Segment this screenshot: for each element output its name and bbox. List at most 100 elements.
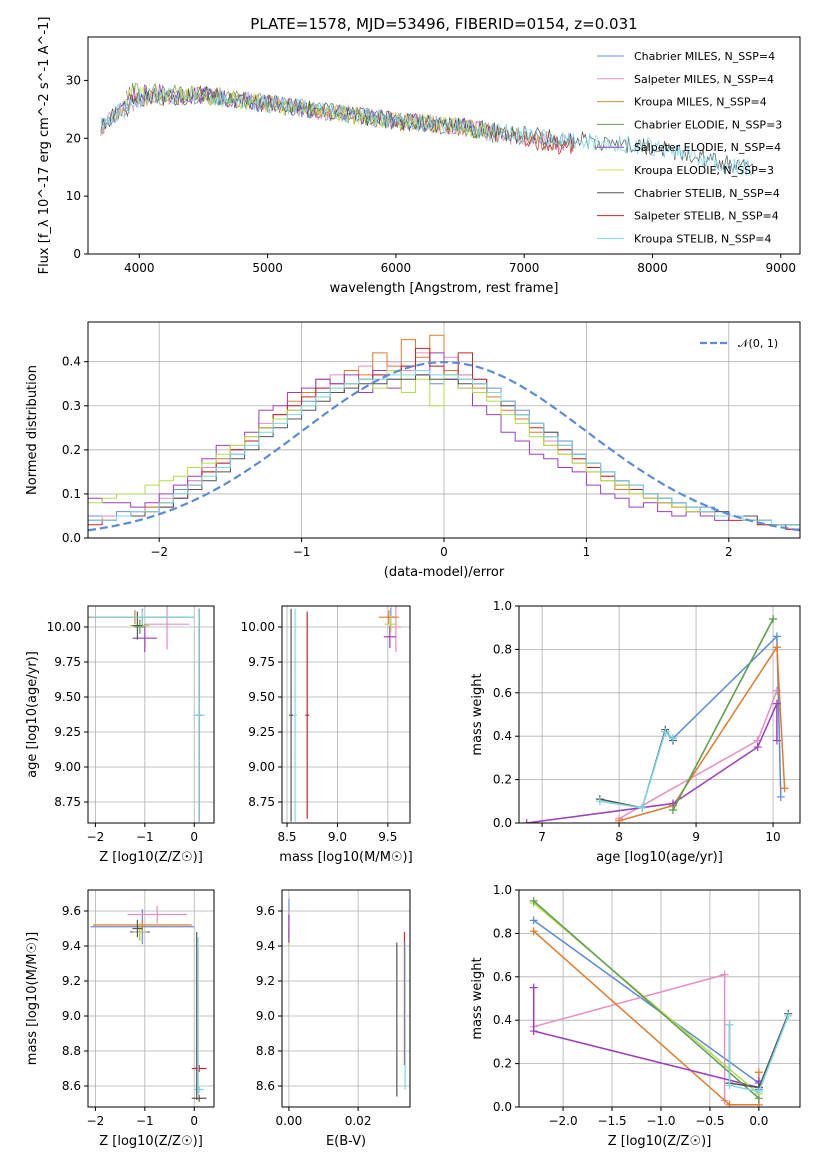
- legend-entry: Salpeter ELODIE, N_SSP=4: [634, 141, 781, 154]
- legend-entry: Salpeter STELIB, N_SSP=4: [634, 210, 779, 223]
- y-tick-label: 1.0: [493, 599, 512, 613]
- x-tick-label: 0.00: [276, 1114, 303, 1128]
- x-tick-label: −2: [87, 1114, 105, 1128]
- x-tick-label: 7: [538, 830, 546, 844]
- chart-title: PLATE=1578, MJD=53496, FIBERID=0154, z=0…: [250, 15, 637, 33]
- spectrum-line: [100, 84, 754, 174]
- plus-marker: [661, 727, 670, 736]
- plus-marker: [529, 1027, 538, 1036]
- weight-line: [599, 730, 674, 809]
- plus-marker: [772, 632, 781, 641]
- data-point: [191, 1065, 207, 1072]
- x-tick-label: 0: [190, 1114, 198, 1128]
- y-tick-label: 9.6: [256, 904, 275, 918]
- data-point: [132, 624, 158, 653]
- plot-area: [88, 606, 206, 822]
- spectrum-line: [126, 85, 498, 141]
- y-axis-label: age [log10(age/yr)]: [25, 651, 40, 778]
- y-tick-label: 0.4: [62, 355, 81, 369]
- x-tick-label: 7000: [509, 261, 540, 275]
- panel-residuals: −2 −1 0 1 2 0.0 0.1 0.2 0.3 0.4 (data-model)/error…: [25, 321, 801, 580]
- legend-entry: Chabrier MILES, N_SSP=4: [634, 50, 775, 63]
- x-tick-label: 10: [765, 830, 780, 844]
- legend-entry: Chabrier ELODIE, N_SSP=3: [634, 118, 782, 131]
- y-tick-label: 0.4: [493, 1013, 512, 1027]
- plus-marker: [615, 816, 624, 823]
- x-tick-label: 9: [692, 830, 700, 844]
- x-tick-label: 0: [190, 830, 198, 844]
- axes-frame: [518, 889, 801, 1108]
- y-tick-label: 9.50: [248, 690, 275, 704]
- x-tick-label: −2: [87, 830, 105, 844]
- x-tick-label: 9.5: [378, 830, 397, 844]
- panel-mass-vs-Z: −2 −1 0 8.6 8.8 9.0 9.2 9.4 9.6 Z [log10(Z/Z☉)] ma…: [25, 889, 215, 1149]
- plus-marker: [776, 792, 785, 801]
- data-point: [383, 625, 396, 648]
- axes-frame: [281, 605, 411, 824]
- y-tick-label: 9.6: [62, 904, 81, 918]
- plus-marker: [522, 819, 531, 823]
- y-tick-label: 9.2: [256, 974, 275, 988]
- plot-area: [88, 334, 800, 532]
- x-axis-label: Z [log10(Z/Z☉)]: [99, 1134, 203, 1149]
- y-tick-label: 0.0: [493, 1100, 512, 1114]
- plus-marker: [753, 743, 762, 752]
- spectrum-line: [100, 86, 754, 177]
- data-point: [132, 919, 143, 938]
- weight-line: [533, 902, 760, 1095]
- y-tick-label: 8.8: [62, 1044, 81, 1058]
- y-tick-label: 0.2: [493, 1057, 512, 1071]
- data-point: [134, 620, 145, 634]
- y-tick-label: 0.8: [493, 642, 512, 656]
- plot-area: [90, 905, 207, 1102]
- legend-entry: Kroupa ELODIE, N_SSP=3: [634, 164, 774, 177]
- x-tick-label: −0.5: [695, 1114, 724, 1128]
- data-point: [305, 611, 310, 819]
- y-tick-label: 30: [66, 73, 81, 87]
- x-tick-label: 9000: [765, 261, 796, 275]
- plus-marker: [784, 1011, 793, 1020]
- legend-entry: Kroupa MILES, N_SSP=4: [634, 96, 767, 109]
- y-tick-label: 0.3: [62, 399, 81, 413]
- y-tick-label: 8.6: [62, 1079, 81, 1093]
- x-tick-label: −1: [136, 830, 154, 844]
- plus-marker: [529, 927, 538, 936]
- plus-marker: [720, 970, 729, 979]
- y-tick-label: 9.0: [256, 1009, 275, 1023]
- plot-area: [289, 606, 401, 822]
- weight-line: [664, 634, 782, 798]
- y-tick-label: 0.0: [62, 531, 81, 545]
- data-point: [90, 610, 195, 625]
- plot-area: [522, 615, 789, 823]
- data-point: [193, 608, 206, 822]
- x-tick-label: 9.0: [328, 830, 347, 844]
- weight-line: [526, 703, 778, 823]
- x-tick-label: 0: [440, 545, 448, 559]
- histogram-step: [88, 370, 800, 526]
- y-tick-label: 9.0: [62, 1009, 81, 1023]
- y-tick-label: 20: [66, 131, 81, 145]
- x-axis-label: E(B-V): [326, 1134, 366, 1149]
- x-tick-label: 8000: [637, 261, 668, 275]
- weight-line: [672, 618, 774, 811]
- x-tick-label: −1.0: [646, 1114, 675, 1128]
- legend-entry: 𝒩(0, 1): [738, 337, 778, 350]
- x-tick-label: 1: [583, 545, 591, 559]
- x-tick-label: 4000: [124, 261, 155, 275]
- panel-age-vs-Z: −2 −1 0 8.75 9.00 9.25 9.50 9.75 10.00 Z [log10(Z…: [25, 605, 215, 865]
- plus-marker: [529, 896, 538, 905]
- y-tick-label: 0.2: [493, 773, 512, 787]
- x-tick-label: 0.02: [345, 1114, 372, 1128]
- y-tick-label: 9.2: [62, 974, 81, 988]
- y-tick-label: 9.25: [248, 725, 275, 739]
- legend-entry: Chabrier STELIB, N_SSP=4: [634, 187, 780, 200]
- y-axis-label: Flux [f_λ 10^-17 erg cm^-2 s^-1 A^-1]: [37, 17, 52, 275]
- plus-marker: [725, 1020, 734, 1029]
- legend-entry: Salpeter MILES, N_SSP=4: [634, 73, 774, 86]
- y-tick-label: 0: [73, 247, 81, 261]
- plus-marker: [725, 1081, 734, 1090]
- y-axis-label: mass weight: [470, 673, 485, 755]
- y-axis-label: mass weight: [470, 957, 485, 1039]
- axes-frame: [518, 605, 801, 824]
